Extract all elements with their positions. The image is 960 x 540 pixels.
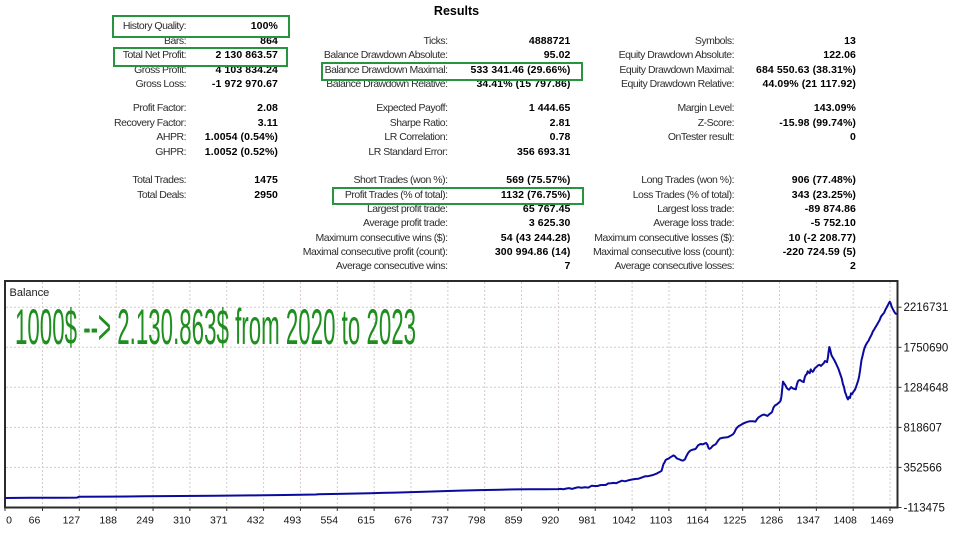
svg-text:818607: 818607 <box>904 422 942 434</box>
svg-text:920: 920 <box>542 515 560 527</box>
svg-text:2216731: 2216731 <box>904 302 949 314</box>
svg-text:1164: 1164 <box>687 515 710 527</box>
svg-text:0: 0 <box>6 515 12 527</box>
svg-text:1469: 1469 <box>870 515 894 527</box>
svg-text:737: 737 <box>431 515 449 527</box>
svg-text:127: 127 <box>63 515 81 527</box>
svg-text:1750690: 1750690 <box>904 342 949 354</box>
svg-text:310: 310 <box>173 515 191 527</box>
svg-text:1286: 1286 <box>760 515 784 527</box>
svg-text:352566: 352566 <box>904 462 942 474</box>
svg-text:1225: 1225 <box>723 515 747 527</box>
svg-text:-113475: -113475 <box>904 503 945 515</box>
svg-text:432: 432 <box>247 515 265 527</box>
svg-text:1103: 1103 <box>650 515 673 527</box>
svg-text:981: 981 <box>578 515 596 527</box>
svg-text:1408: 1408 <box>834 515 858 527</box>
svg-text:554: 554 <box>321 515 339 527</box>
svg-text:188: 188 <box>99 515 117 527</box>
svg-text:676: 676 <box>394 515 412 527</box>
svg-text:615: 615 <box>357 515 375 527</box>
svg-text:66: 66 <box>29 515 41 527</box>
svg-text:371: 371 <box>210 515 228 527</box>
svg-text:1284648: 1284648 <box>904 382 949 394</box>
svg-text:Balance: Balance <box>10 287 50 299</box>
svg-text:249: 249 <box>136 515 154 527</box>
svg-text:859: 859 <box>505 515 523 527</box>
svg-text:1347: 1347 <box>797 515 821 527</box>
svg-text:1042: 1042 <box>612 515 636 527</box>
svg-text:493: 493 <box>284 515 302 527</box>
svg-text:798: 798 <box>468 515 486 527</box>
